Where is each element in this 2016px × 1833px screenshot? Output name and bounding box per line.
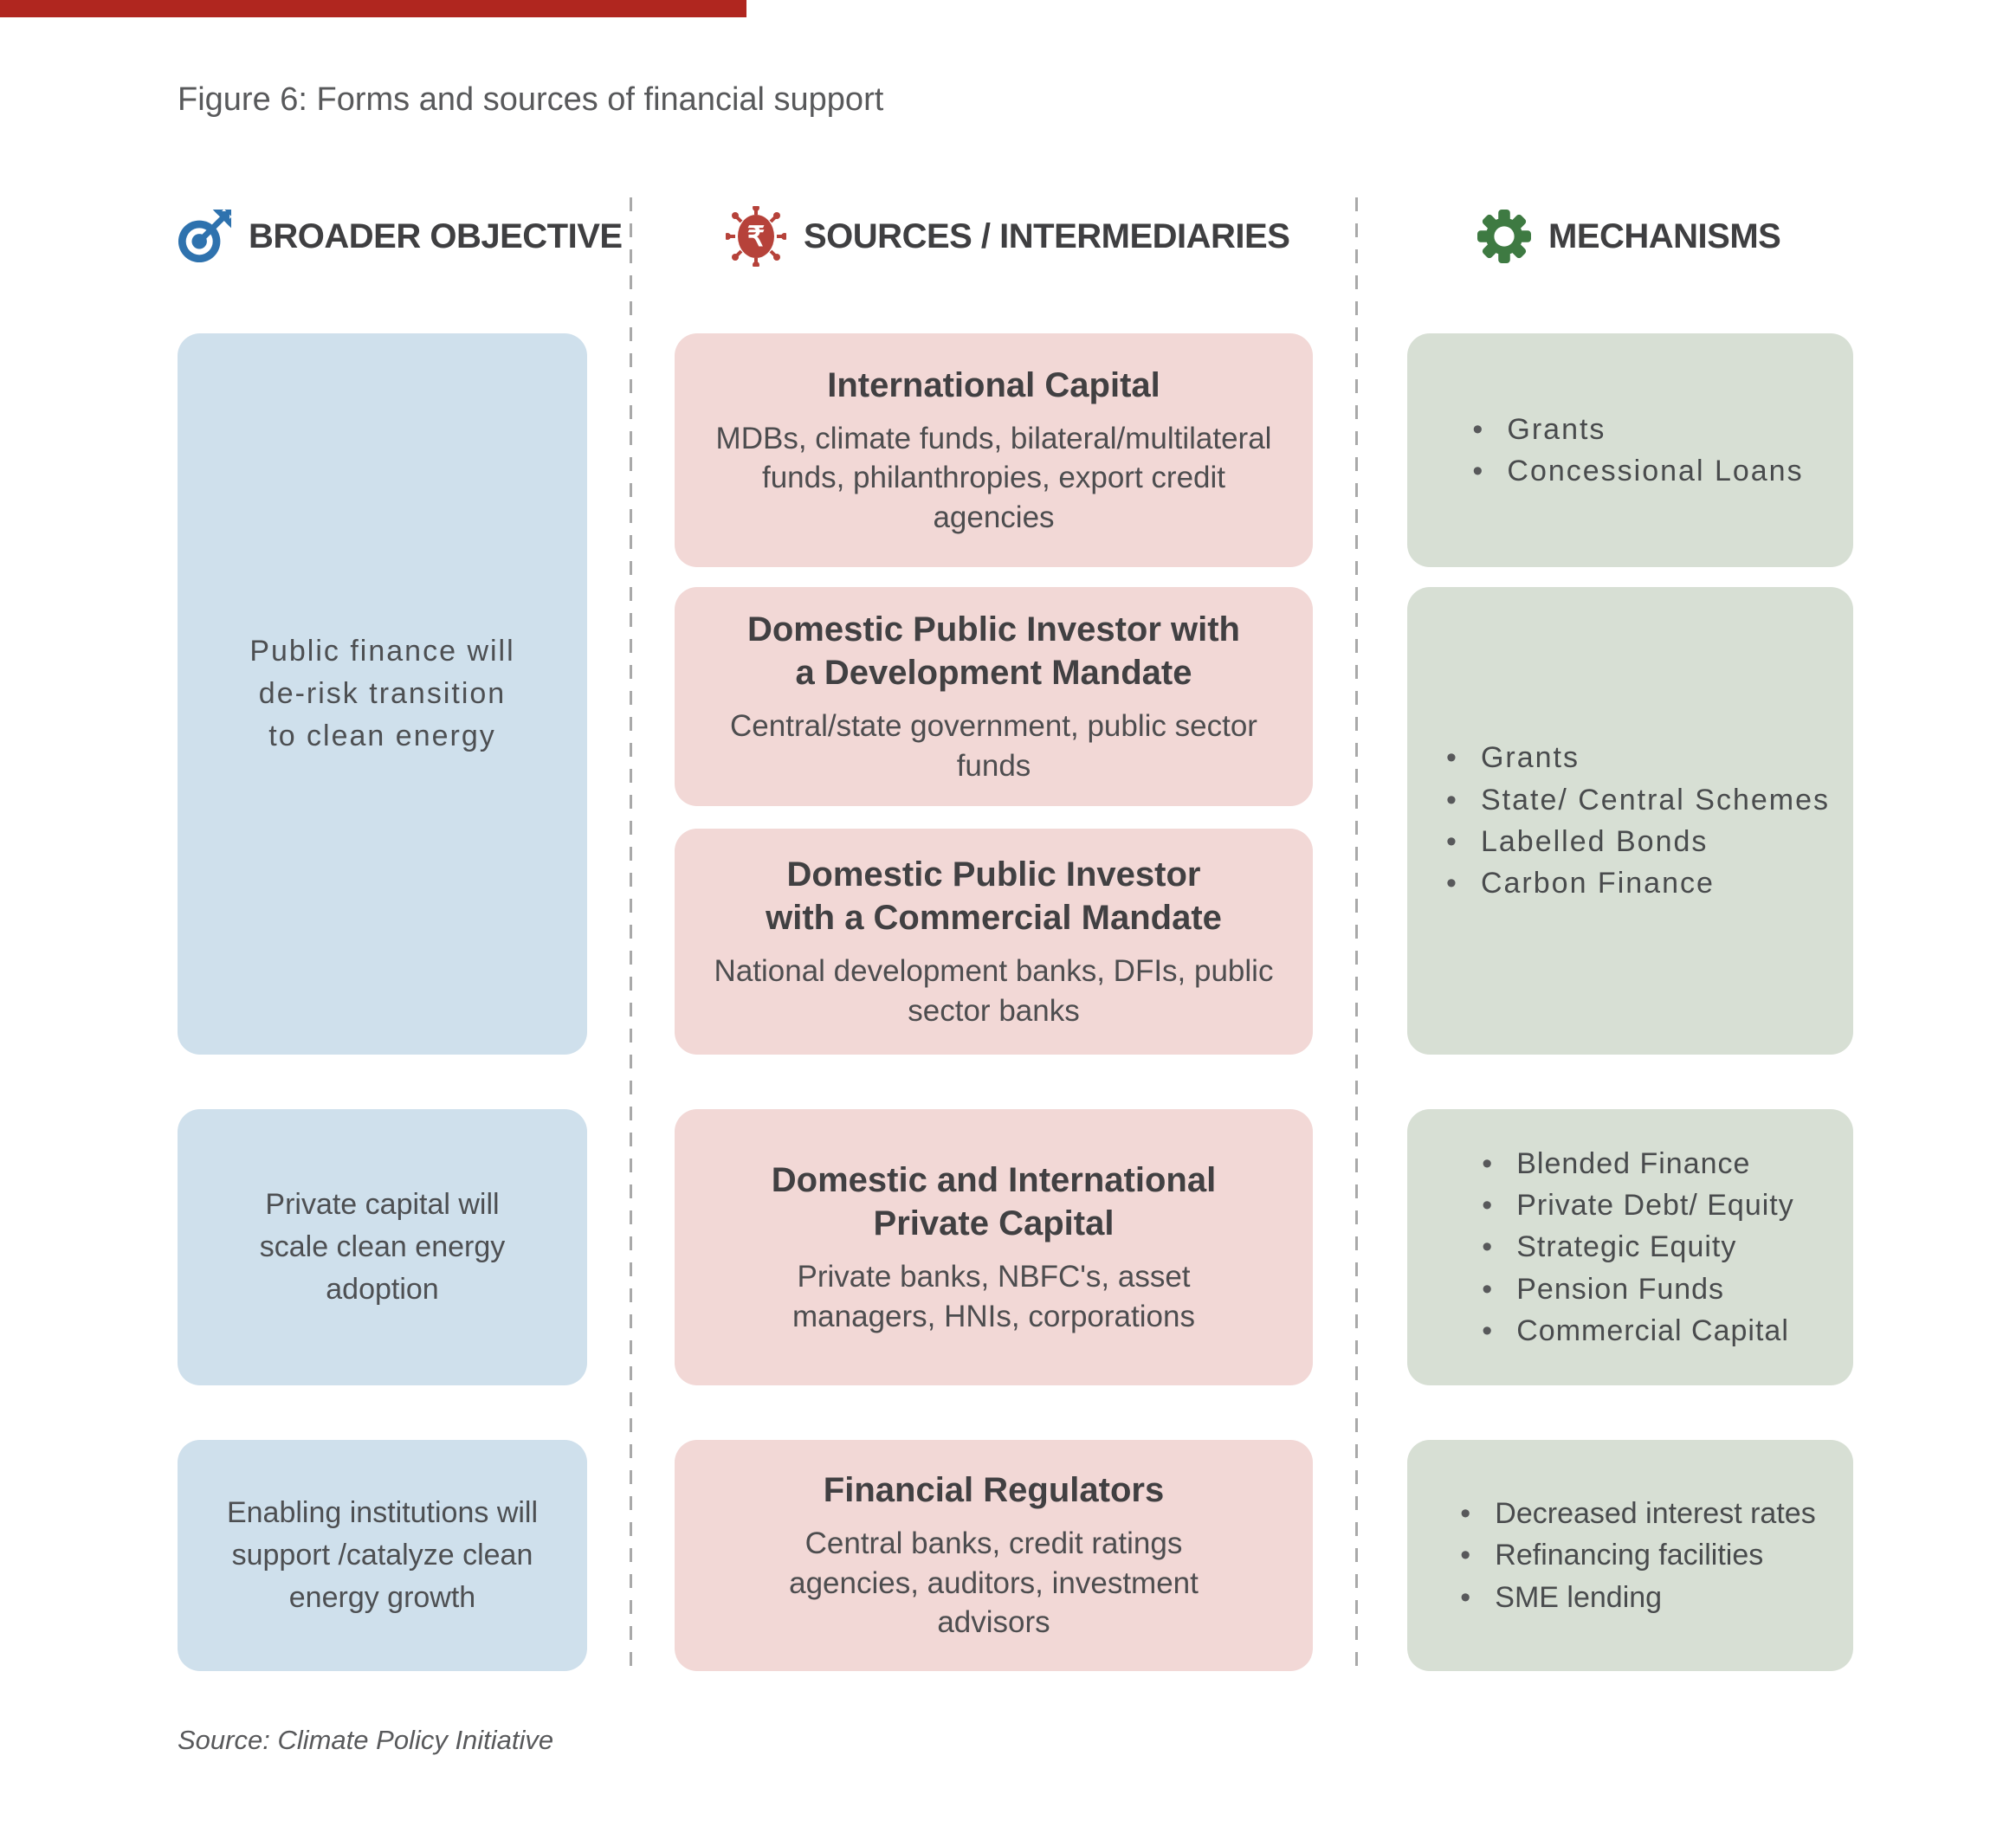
source-box-title: Domestic Public Investor with a Commerci…	[766, 855, 1222, 937]
mechanism-bullet: Concessional Loans	[1472, 450, 1803, 493]
source-box-domestic-public-commercial: Domestic Public Investor with a Commerci…	[675, 829, 1313, 1055]
source-box-domestic-public-development: Domestic Public Investor with a Developm…	[675, 587, 1313, 806]
source-box-subtitle: MDBs, climate funds, bilateral/multilate…	[715, 421, 1272, 534]
dashed-column-divider	[1355, 197, 1358, 1671]
objective-box-private-capital: Private capital will scale clean energy …	[178, 1109, 587, 1385]
objective-box-enabling-institutions: Enabling institutions will support /cata…	[178, 1440, 587, 1671]
mechanism-bullet: Decreased interest rates	[1460, 1493, 1815, 1535]
figure-title: Figure 6: Forms and sources of financial…	[178, 81, 884, 118]
mechanism-list: Blended Finance Private Debt/ Equity Str…	[1449, 1143, 1811, 1352]
column-header-broader-objective: BROADER OBJECTIVE	[178, 208, 623, 265]
source-box-subtitle: Private banks, NBFC's, asset managers, H…	[792, 1260, 1195, 1333]
mechanism-bullet: Strategic Equity	[1482, 1226, 1793, 1268]
top-accent-bar	[0, 0, 746, 17]
source-box-title: Domestic Public Investor with a Developm…	[746, 610, 1240, 692]
mechanism-list: Grants Concessional Loans	[1439, 409, 1820, 493]
column-header-label: MECHANISMS	[1548, 216, 1781, 255]
source-box-subtitle: National development banks, DFIs, public…	[714, 954, 1274, 1028]
column-header-mechanisms: MECHANISMS	[1477, 208, 1781, 265]
mechanism-box-3: Blended Finance Private Debt/ Equity Str…	[1407, 1109, 1853, 1385]
rupee-coin-icon: ₹	[726, 206, 786, 267]
source-box-subtitle: Central/state government, public sector …	[730, 709, 1257, 783]
objective-text: Enabling institutions will support /cata…	[226, 1495, 539, 1615]
mechanism-bullet: Blended Finance	[1482, 1143, 1793, 1185]
source-box-private-capital: Domestic and International Private Capit…	[675, 1109, 1313, 1385]
source-attribution: Source: Climate Policy Initiative	[178, 1725, 554, 1755]
objective-box-public-finance: Public finance will de-risk transition t…	[178, 333, 587, 1055]
mechanism-bullet: Refinancing facilities	[1460, 1534, 1815, 1577]
source-box-title: Domestic and International Private Capit…	[771, 1161, 1217, 1242]
mechanism-bullet: Grants	[1472, 409, 1803, 451]
mechanism-bullet: Labelled Bonds	[1446, 821, 1830, 863]
source-box-title: International Capital	[827, 365, 1160, 404]
mechanism-box-1: Grants Concessional Loans	[1407, 333, 1853, 567]
mechanism-box-4: Decreased interest rates Refinancing fac…	[1407, 1440, 1853, 1671]
target-dart-icon	[178, 210, 231, 263]
mechanism-bullet: Grants	[1446, 737, 1830, 779]
rupee-symbol-glyph: ₹	[747, 221, 765, 252]
mechanism-bullet: Pension Funds	[1482, 1268, 1793, 1311]
mechanism-list: Grants State/ Central Schemes Labelled B…	[1413, 737, 1847, 904]
objective-text: Private capital will scale clean energy …	[259, 1187, 506, 1307]
column-header-sources-intermediaries: ₹ SOURCES / INTERMEDIARIES	[726, 206, 1290, 267]
gear-icon	[1477, 210, 1531, 263]
source-box-international-capital: International Capital MDBs, climate fund…	[675, 333, 1313, 567]
source-box-subtitle: Central banks, credit ratings agencies, …	[789, 1526, 1199, 1640]
column-header-label: SOURCES / INTERMEDIARIES	[804, 216, 1290, 255]
mechanism-box-2: Grants State/ Central Schemes Labelled B…	[1407, 587, 1853, 1055]
column-header-label: BROADER OBJECTIVE	[249, 216, 623, 255]
mechanism-bullet: Private Debt/ Equity	[1482, 1184, 1793, 1227]
source-box-title: Financial Regulators	[823, 1471, 1165, 1510]
dashed-column-divider	[630, 197, 632, 1671]
mechanism-bullet: State/ Central Schemes	[1446, 779, 1830, 822]
objective-text: Public finance will de-risk transition t…	[249, 634, 515, 753]
mechanism-bullet: Carbon Finance	[1446, 862, 1830, 905]
mechanism-list: Decreased interest rates Refinancing fac…	[1427, 1493, 1832, 1618]
source-box-financial-regulators: Financial Regulators Central banks, cred…	[675, 1440, 1313, 1671]
mechanism-bullet: Commercial Capital	[1482, 1310, 1793, 1352]
mechanism-bullet: SME lending	[1460, 1577, 1815, 1619]
